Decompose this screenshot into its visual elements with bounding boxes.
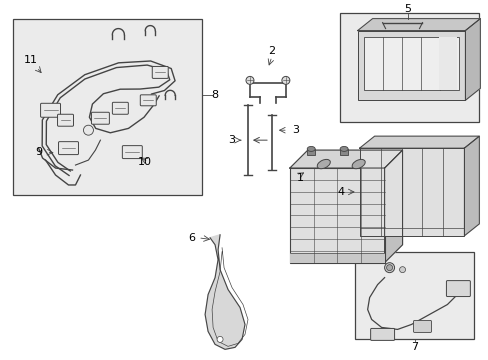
Circle shape: [399, 267, 405, 273]
Text: 1: 1: [296, 173, 303, 183]
Bar: [339, 13, 478, 122]
FancyBboxPatch shape: [446, 280, 469, 297]
Text: 2: 2: [268, 45, 275, 55]
Text: 10: 10: [138, 157, 152, 167]
Polygon shape: [465, 19, 479, 100]
Circle shape: [384, 263, 394, 273]
Bar: [357, 31, 465, 100]
Circle shape: [217, 336, 223, 342]
Text: 8: 8: [211, 90, 218, 100]
FancyBboxPatch shape: [152, 67, 168, 78]
Ellipse shape: [317, 159, 330, 169]
Ellipse shape: [340, 147, 347, 152]
FancyBboxPatch shape: [58, 114, 73, 126]
Bar: [354, 252, 473, 339]
FancyBboxPatch shape: [41, 103, 61, 117]
Text: 3: 3: [227, 135, 235, 145]
FancyBboxPatch shape: [59, 141, 78, 154]
FancyBboxPatch shape: [112, 102, 128, 114]
Ellipse shape: [351, 159, 365, 169]
Polygon shape: [384, 150, 402, 263]
Polygon shape: [289, 150, 402, 168]
Circle shape: [83, 125, 93, 135]
Circle shape: [386, 265, 392, 271]
Ellipse shape: [306, 147, 315, 152]
Text: 3: 3: [291, 125, 298, 135]
FancyBboxPatch shape: [140, 95, 156, 106]
Bar: [439, 37, 456, 90]
FancyBboxPatch shape: [413, 320, 430, 332]
Bar: [289, 168, 384, 263]
Bar: [363, 37, 458, 90]
FancyBboxPatch shape: [370, 328, 394, 340]
Circle shape: [281, 76, 289, 84]
Polygon shape: [464, 136, 478, 236]
Bar: [13, 19, 202, 195]
Polygon shape: [357, 19, 479, 31]
Text: 6: 6: [188, 233, 195, 243]
Polygon shape: [359, 136, 478, 148]
Text: 11: 11: [23, 55, 38, 66]
Text: 5: 5: [403, 4, 410, 14]
Bar: [289, 253, 384, 263]
Bar: [306, 149, 315, 155]
Text: 7: 7: [410, 342, 417, 352]
FancyBboxPatch shape: [122, 146, 142, 159]
FancyBboxPatch shape: [91, 112, 109, 124]
Bar: [359, 148, 464, 236]
Polygon shape: [204, 235, 244, 349]
Bar: [340, 149, 347, 155]
Text: 4: 4: [337, 187, 344, 197]
Text: 9: 9: [35, 147, 42, 157]
Circle shape: [245, 76, 253, 84]
